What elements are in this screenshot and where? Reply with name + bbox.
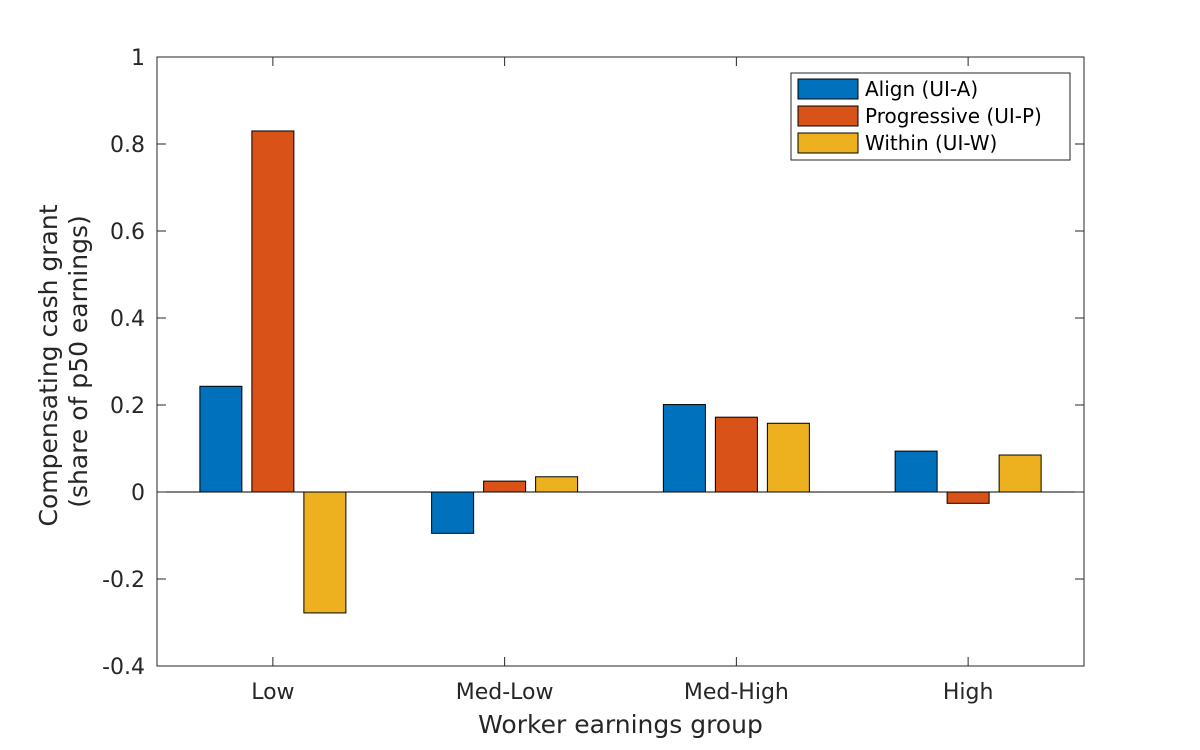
y-tick-label: -0.2 [102, 568, 145, 593]
legend-swatch [797, 78, 859, 100]
y-tick-label: -0.4 [102, 655, 145, 680]
bar-low-series-1 [199, 385, 243, 493]
y-tick-label: 0 [131, 481, 145, 506]
bar-med-high-series-1 [662, 404, 706, 493]
y-tick-label: 0.2 [110, 394, 145, 419]
legend-swatch [797, 132, 859, 154]
y-tick-label: 0.8 [110, 133, 145, 158]
bar-med-high-series-3 [766, 422, 810, 493]
x-tick-label: Low [251, 680, 294, 705]
x-tick-label: Med-Low [456, 680, 554, 705]
legend-swatch [797, 105, 859, 127]
y-axis-title-line-2: (share of p50 earnings) [64, 215, 93, 508]
x-tick-label: High [943, 680, 994, 705]
x-axis-title: Worker earnings group [478, 710, 763, 739]
bar-med-high-series-2 [714, 416, 758, 493]
y-tick-label: 0.6 [110, 220, 145, 245]
bar-high-series-1 [894, 450, 938, 493]
bar-low-series-3 [303, 491, 347, 614]
y-tick-label: 0.4 [110, 307, 145, 332]
legend-label: Within (UI-W) [865, 131, 997, 155]
legend: Align (UI-A) Progressive (UI-P) Within (UI… [790, 72, 1071, 161]
x-tick-label: Med-High [684, 680, 789, 705]
y-axis-title: Compensating cash grant (share of p50 ea… [34, 197, 93, 527]
bar-med-low-series-3 [535, 476, 579, 493]
bar-high-series-3 [998, 454, 1042, 493]
axes-frame [156, 56, 1085, 667]
legend-label: Progressive (UI-P) [865, 104, 1042, 128]
y-tick-label: 1 [131, 46, 145, 71]
bar-med-low-series-2 [483, 480, 527, 493]
bar-med-low-series-1 [431, 491, 475, 534]
legend-label: Align (UI-A) [865, 77, 978, 101]
y-axis-title-line-1: Compensating cash grant [34, 204, 63, 526]
bar-high-series-2 [946, 491, 990, 504]
bar-low-series-2 [251, 130, 295, 493]
